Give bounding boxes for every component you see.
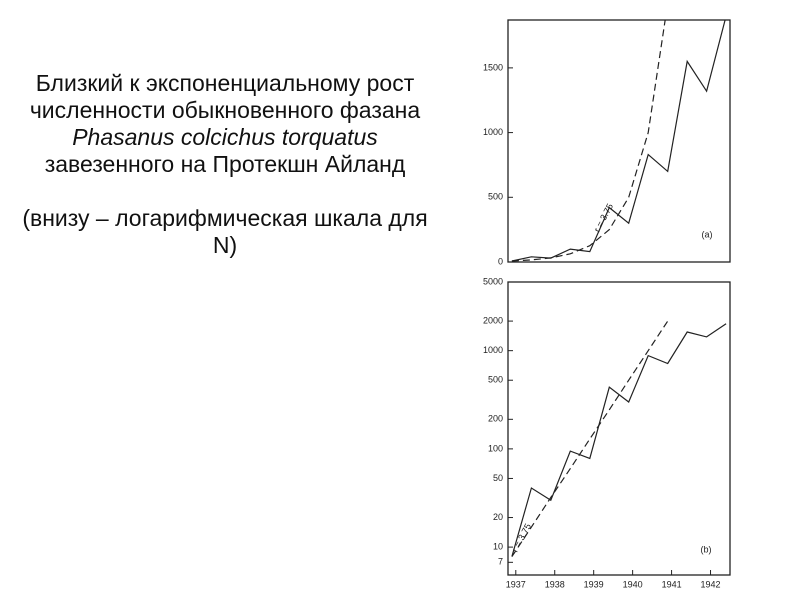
annotation: r = 3.75 <box>510 522 533 554</box>
x-tick-label: 1938 <box>545 579 565 589</box>
annotation: (a) <box>702 229 713 239</box>
paragraph: (внизу – логарифмическая шкала для N) <box>20 205 430 259</box>
y-tick-label: 7 <box>498 557 503 567</box>
annotation: r = 3.75 <box>592 202 615 234</box>
y-tick-label: 5000 <box>483 276 503 286</box>
y-tick-label: 0 <box>498 256 503 266</box>
y-tick-label: 10 <box>493 541 503 551</box>
data-line <box>511 20 726 262</box>
data-line <box>511 20 666 262</box>
species-name: Phasanus colcichus torquatus <box>72 124 378 150</box>
x-tick-label: 1937 <box>506 579 526 589</box>
slide-text: Близкий к экспоненциальному рост численн… <box>20 70 430 286</box>
y-tick-label: 200 <box>488 414 503 424</box>
annotation: (b) <box>701 544 712 554</box>
y-tick-label: 1000 <box>483 127 503 137</box>
text-run: завезенного на Протекшн Айланд <box>44 151 406 177</box>
plot-frame <box>507 281 731 576</box>
y-tick-label: 50 <box>493 473 503 483</box>
y-tick-label: 100 <box>488 443 503 453</box>
x-tick-label: 1942 <box>701 579 721 589</box>
y-tick-label: 2000 <box>483 315 503 325</box>
paragraph: Близкий к экспоненциальному рост численн… <box>20 70 430 178</box>
y-tick-label: 500 <box>488 375 503 385</box>
x-tick-label: 1941 <box>662 579 682 589</box>
text-run: (внизу – логарифмическая шкала для N) <box>22 205 428 258</box>
plot-frame <box>507 19 731 263</box>
plot-area <box>511 20 726 262</box>
y-tick-label: 1500 <box>483 62 503 72</box>
data-line <box>511 320 669 557</box>
y-tick-label: 20 <box>493 512 503 522</box>
data-line <box>511 323 727 557</box>
x-tick-label: 1940 <box>623 579 643 589</box>
plot-area <box>511 320 727 557</box>
y-tick-label: 1000 <box>483 345 503 355</box>
text-run: Близкий к экспоненциальному рост численн… <box>29 70 421 123</box>
x-tick-label: 1939 <box>584 579 604 589</box>
y-tick-label: 500 <box>488 192 503 202</box>
